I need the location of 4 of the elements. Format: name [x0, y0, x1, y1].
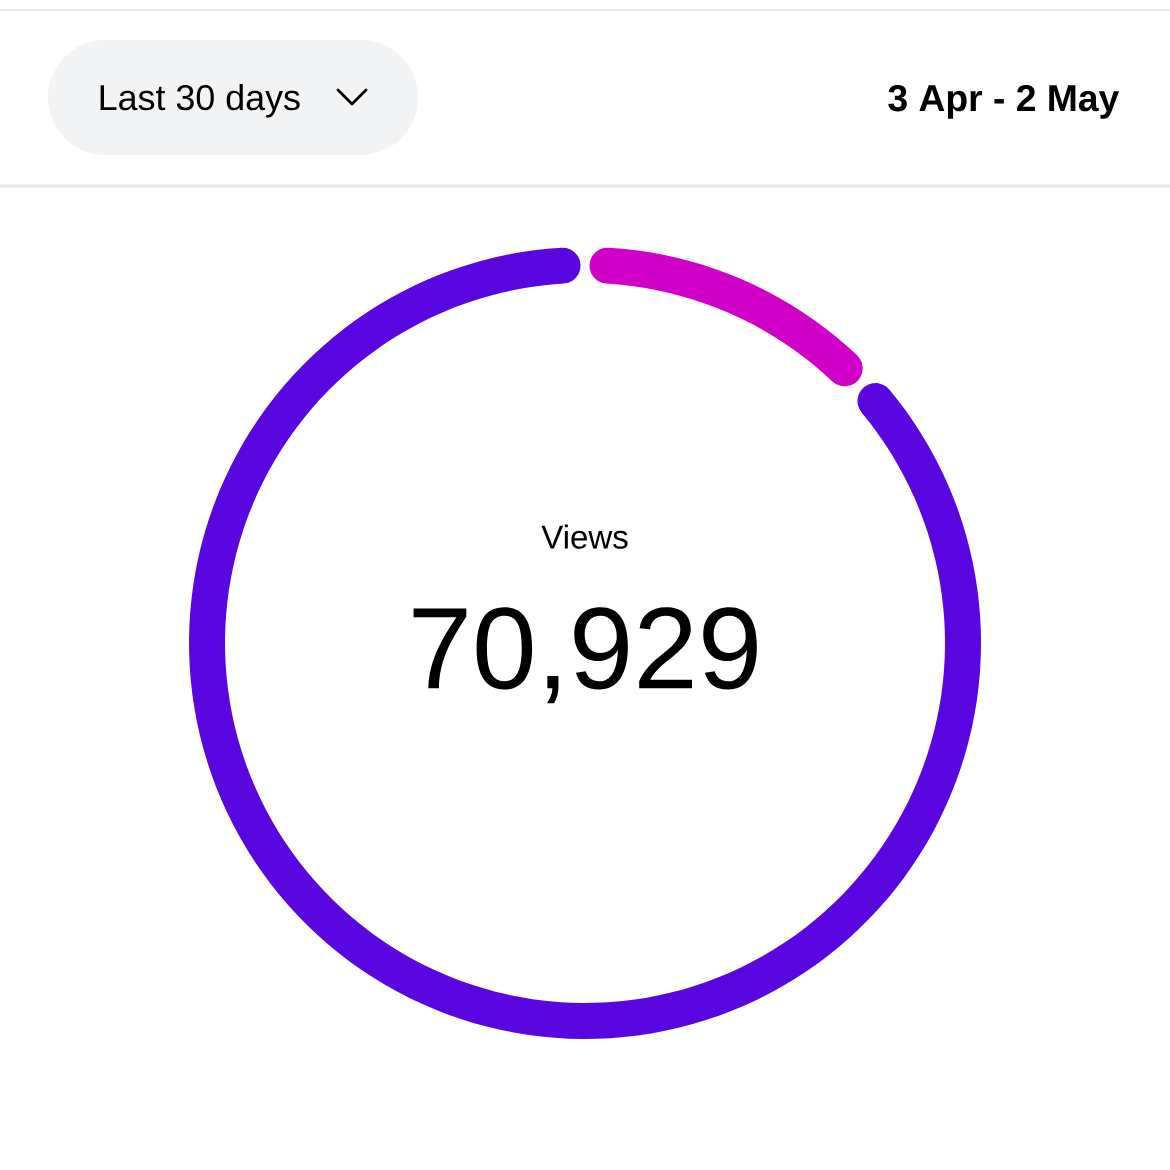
text: 3 Apr - 2 May — [888, 84, 1120, 119]
text: Views — [541, 524, 628, 549]
text: Last 30 days — [100, 84, 300, 118]
text: 70,929 — [413, 607, 757, 704]
